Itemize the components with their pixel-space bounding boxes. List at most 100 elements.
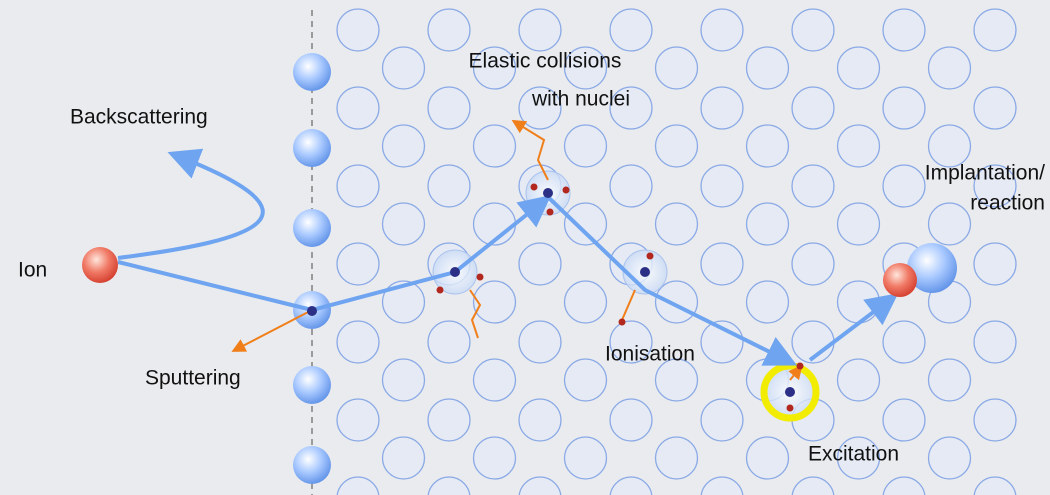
lattice-atom bbox=[565, 359, 607, 401]
lattice-atom bbox=[747, 47, 789, 89]
lattice-atom bbox=[838, 47, 880, 89]
lattice-atom bbox=[474, 281, 516, 323]
lattice-atom bbox=[337, 87, 379, 129]
lattice-atom bbox=[792, 165, 834, 207]
lattice-atom bbox=[610, 165, 652, 207]
lattice-atom bbox=[792, 243, 834, 285]
lattice-atom bbox=[383, 47, 425, 89]
electron bbox=[797, 363, 804, 370]
lattice-atom bbox=[519, 321, 561, 363]
surface-atom bbox=[293, 53, 331, 91]
nucleus bbox=[640, 267, 650, 277]
lattice-atom bbox=[519, 243, 561, 285]
lattice-atom bbox=[428, 321, 470, 363]
lattice-atom bbox=[474, 359, 516, 401]
electron bbox=[619, 319, 626, 326]
lattice-atom bbox=[838, 281, 880, 323]
lattice-atom bbox=[701, 165, 743, 207]
lattice-atom bbox=[792, 87, 834, 129]
lattice-atom bbox=[701, 243, 743, 285]
electron bbox=[547, 209, 554, 216]
lattice-atom bbox=[838, 359, 880, 401]
nucleus bbox=[543, 188, 553, 198]
lattice-atom bbox=[656, 125, 698, 167]
lattice-atom bbox=[656, 281, 698, 323]
lattice-atom bbox=[747, 125, 789, 167]
lattice-atom bbox=[383, 437, 425, 479]
lattice-atom bbox=[929, 359, 971, 401]
lattice-atom bbox=[337, 243, 379, 285]
label: Implantation/ bbox=[925, 162, 1045, 185]
lattice-atom bbox=[929, 203, 971, 245]
lattice-atom bbox=[974, 87, 1016, 129]
diagram: Elastic collisions with nuclei Backscatt… bbox=[0, 0, 1050, 495]
lattice-atom bbox=[701, 9, 743, 51]
lattice-atom bbox=[337, 321, 379, 363]
lattice-atom bbox=[519, 9, 561, 51]
lattice-atom bbox=[838, 203, 880, 245]
lattice-atom bbox=[337, 9, 379, 51]
lattice-atom bbox=[337, 399, 379, 441]
lattice-atom bbox=[974, 321, 1016, 363]
electron bbox=[647, 253, 654, 260]
page: Elastic collisions with nuclei Backscatt… bbox=[0, 0, 1050, 495]
lattice-atom bbox=[701, 399, 743, 441]
electron bbox=[477, 274, 484, 281]
lattice-atom bbox=[974, 9, 1016, 51]
lattice-atom bbox=[565, 125, 607, 167]
lattice-atom bbox=[610, 399, 652, 441]
label: Sputtering bbox=[145, 367, 241, 390]
nucleus bbox=[785, 387, 795, 397]
lattice-atom bbox=[383, 125, 425, 167]
lattice-atom bbox=[565, 203, 607, 245]
lattice-atom bbox=[656, 203, 698, 245]
lattice-atom bbox=[883, 399, 925, 441]
lattice-atom bbox=[428, 87, 470, 129]
lattice-atom bbox=[701, 87, 743, 129]
lattice-atom bbox=[428, 165, 470, 207]
lattice-atom bbox=[792, 9, 834, 51]
surface-atom bbox=[293, 209, 331, 247]
lattice-atom bbox=[747, 437, 789, 479]
lattice-atom bbox=[883, 165, 925, 207]
lattice-atom bbox=[337, 165, 379, 207]
label: Elastic collisions bbox=[469, 50, 622, 73]
label: Ionisation bbox=[605, 343, 695, 366]
lattice-atom bbox=[474, 125, 516, 167]
lattice-atom bbox=[428, 399, 470, 441]
lattice-atom bbox=[883, 321, 925, 363]
lattice-atom bbox=[383, 203, 425, 245]
label: reaction bbox=[970, 192, 1045, 215]
lattice-atom bbox=[428, 9, 470, 51]
label: Excitation bbox=[808, 443, 899, 466]
lattice-atom bbox=[883, 87, 925, 129]
lattice-atom bbox=[383, 359, 425, 401]
electron bbox=[563, 187, 570, 194]
nucleus bbox=[307, 306, 317, 316]
implanted-ion bbox=[883, 263, 917, 297]
nucleus bbox=[450, 267, 460, 277]
lattice-atom bbox=[656, 437, 698, 479]
electron bbox=[531, 184, 538, 191]
lattice-atom bbox=[974, 399, 1016, 441]
lattice-atom bbox=[474, 437, 516, 479]
lattice-atom bbox=[747, 203, 789, 245]
lattice-atom bbox=[929, 47, 971, 89]
electron bbox=[437, 287, 444, 294]
lattice-atom bbox=[929, 437, 971, 479]
lattice-atom bbox=[519, 399, 561, 441]
ion bbox=[82, 247, 118, 283]
surface-atom bbox=[293, 366, 331, 404]
lattice-atom bbox=[838, 125, 880, 167]
lattice-atom bbox=[565, 281, 607, 323]
lattice-atom bbox=[883, 9, 925, 51]
label: with nuclei bbox=[531, 88, 630, 111]
label: Backscattering bbox=[70, 106, 208, 129]
lattice-atom bbox=[974, 243, 1016, 285]
lattice-atom bbox=[656, 47, 698, 89]
surface-atom bbox=[293, 129, 331, 167]
label: Ion bbox=[18, 259, 47, 282]
lattice-atom bbox=[610, 9, 652, 51]
lattice-atom bbox=[747, 281, 789, 323]
lattice-atom bbox=[565, 437, 607, 479]
